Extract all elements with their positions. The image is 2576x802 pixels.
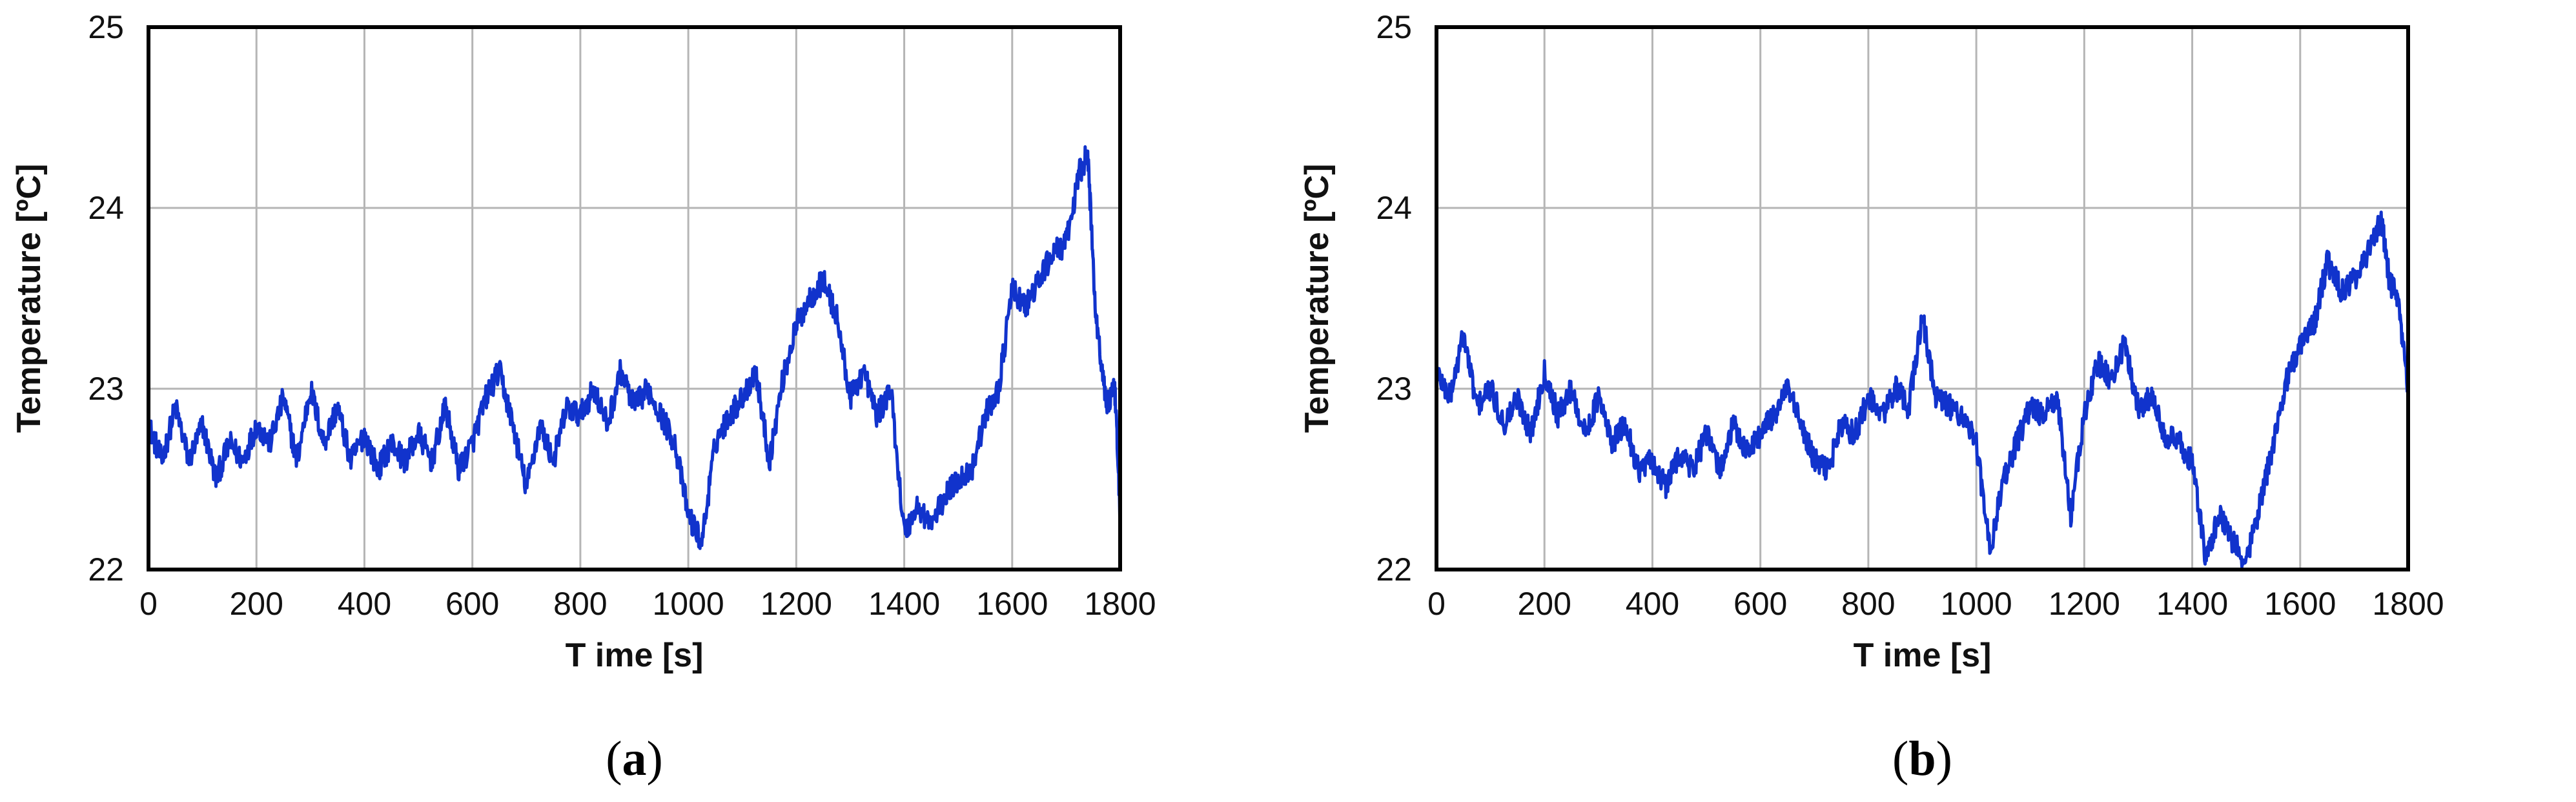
plot-frame — [147, 25, 1122, 571]
y-tick-label: 25 — [1376, 9, 1412, 45]
x-tick-label: 1800 — [2372, 586, 2444, 622]
x-tick-label: 600 — [1733, 586, 1787, 622]
series-line — [1435, 211, 2410, 569]
y-tick-label: 24 — [1376, 190, 1412, 226]
x-tick-label: 1400 — [868, 586, 940, 622]
x-tick-label: 1800 — [1084, 586, 1156, 622]
y-tick-label: 24 — [88, 190, 124, 226]
y-tick-label: 22 — [88, 551, 124, 588]
chart-a-svg: 0 200 400 600 800 1000 1200 1400 1600 1800 22 23 24 2… — [10, 9, 1156, 786]
x-tick-label: 200 — [230, 586, 283, 622]
y-axis-label: Temperature [ºC] — [1298, 164, 1336, 433]
chart-b-svg: 0 200 400 600 800 1000 1200 1400 1600 1800 22 23 24 2… — [1298, 9, 2444, 786]
x-tick-label: 1000 — [652, 586, 724, 622]
y-tick-label: 23 — [88, 371, 124, 407]
x-tick-label: 1000 — [1940, 586, 2012, 622]
panel-caption: (b) — [1892, 732, 1952, 786]
x-tick-label: 1600 — [2264, 586, 2336, 622]
y-axis-label: Temperature [ºC] — [10, 164, 48, 433]
x-tick-label: 200 — [1518, 586, 1571, 622]
x-axis-label: T ime [s] — [566, 637, 704, 674]
x-tick-label: 1200 — [2049, 586, 2120, 622]
x-axis-label: T ime [s] — [1854, 637, 1992, 674]
series-line — [147, 145, 1122, 550]
panel-caption: (a) — [606, 732, 663, 786]
x-tick-label: 400 — [1626, 586, 1679, 622]
chart-panel-b: 0 200 400 600 800 1000 1200 1400 1600 1800 22 23 24 2… — [1288, 0, 2576, 802]
y-tick-label: 22 — [1376, 551, 1412, 588]
x-tick-label: 800 — [1841, 586, 1895, 622]
x-tick-label: 400 — [338, 586, 391, 622]
x-tick-label: 0 — [1427, 586, 1446, 622]
plot-frame — [1435, 25, 2410, 571]
x-tick-label: 1200 — [761, 586, 832, 622]
y-tick-label: 23 — [1376, 371, 1412, 407]
x-tick-label: 1400 — [2156, 586, 2228, 622]
x-tick-label: 1600 — [976, 586, 1048, 622]
chart-panel-a: 0 200 400 600 800 1000 1200 1400 1600 1800 22 23 24 2… — [10, 9, 1156, 786]
x-tick-label: 0 — [139, 586, 158, 622]
x-tick-label: 600 — [445, 586, 499, 622]
y-tick-label: 25 — [88, 9, 124, 45]
x-tick-label: 800 — [553, 586, 607, 622]
